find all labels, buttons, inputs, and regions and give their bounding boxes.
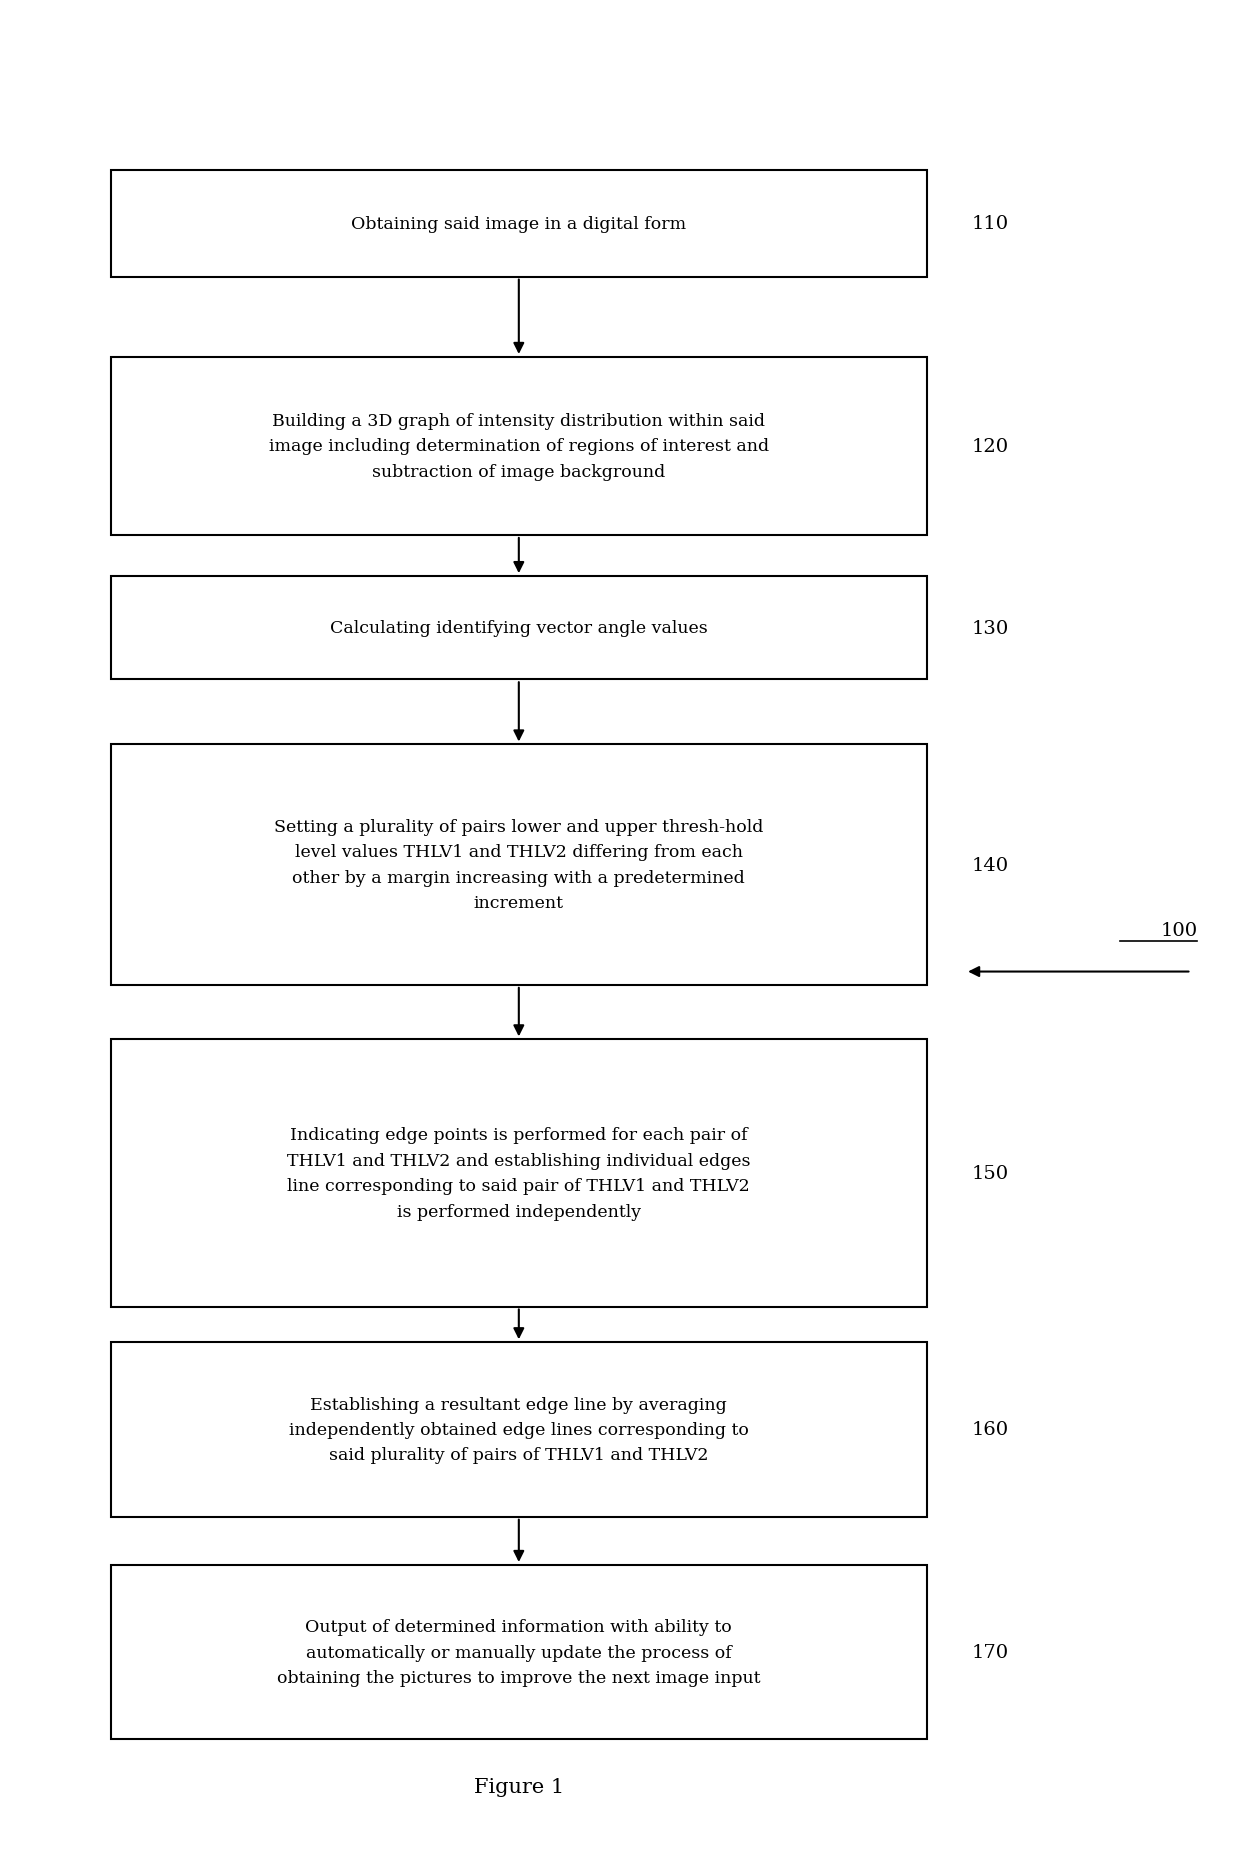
Bar — [112, 1343, 926, 1517]
Text: Obtaining said image in a digital form: Obtaining said image in a digital form — [351, 215, 687, 232]
Text: 100: 100 — [1161, 922, 1198, 940]
Bar — [112, 171, 926, 278]
Text: Figure 1: Figure 1 — [474, 1777, 564, 1796]
Text: 120: 120 — [971, 438, 1008, 456]
Text: 170: 170 — [971, 1644, 1008, 1662]
Bar — [112, 1039, 926, 1306]
Text: Output of determined information with ability to
automatically or manually updat: Output of determined information with ab… — [277, 1618, 760, 1686]
Bar — [112, 746, 926, 985]
Text: 140: 140 — [971, 857, 1008, 874]
Text: Building a 3D graph of intensity distribution within said
image including determ: Building a 3D graph of intensity distrib… — [269, 414, 769, 480]
Text: 110: 110 — [971, 215, 1008, 234]
Text: 150: 150 — [971, 1165, 1008, 1182]
Text: 160: 160 — [971, 1421, 1008, 1439]
Text: Establishing a resultant edge line by averaging
independently obtained edge line: Establishing a resultant edge line by av… — [289, 1395, 749, 1464]
Text: Indicating edge points is performed for each pair of
THLV1 and THLV2 and establi: Indicating edge points is performed for … — [288, 1126, 750, 1221]
Bar — [112, 577, 926, 681]
Bar — [112, 1566, 926, 1740]
Text: 130: 130 — [971, 620, 1008, 638]
Bar — [112, 358, 926, 536]
Text: Calculating identifying vector angle values: Calculating identifying vector angle val… — [330, 620, 708, 636]
Text: Setting a plurality of pairs lower and upper thresh-hold
level values THLV1 and : Setting a plurality of pairs lower and u… — [274, 818, 764, 913]
